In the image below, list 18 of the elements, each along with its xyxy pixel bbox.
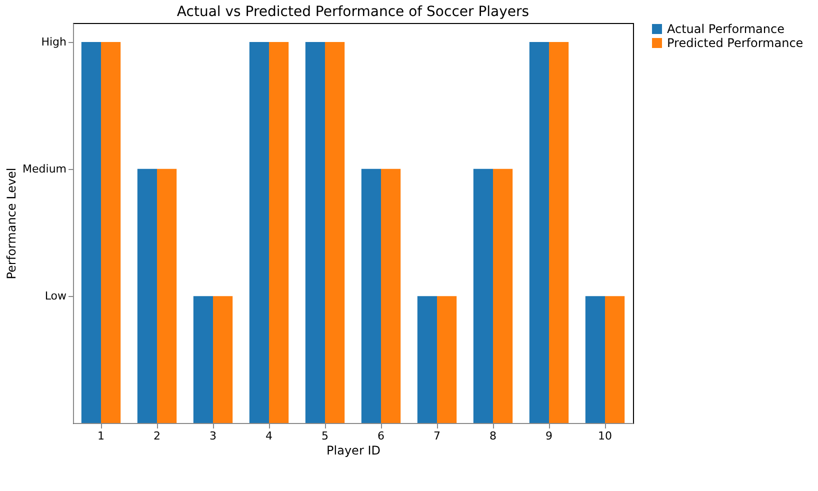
text: Low — [44, 290, 66, 303]
text: High — [41, 36, 67, 49]
x-tick-label: 10 — [598, 430, 612, 442]
x-tick-label: 6 — [378, 430, 384, 442]
x-tick-label: 2 — [154, 430, 160, 442]
x-tick-label: 3 — [210, 430, 216, 442]
text: Medium — [22, 162, 66, 176]
chart-title: Actual vs Predicted Performance of Soccer Players — [176, 4, 530, 20]
y-axis-title: Performance Level — [4, 168, 19, 280]
legend-label: Actual Performance — [667, 22, 784, 36]
x-tick-label: 4 — [266, 430, 272, 442]
x-tick-label: 1 — [98, 430, 104, 442]
x-tick-label: 5 — [322, 430, 328, 442]
legend-label: Predicted Performance — [667, 36, 804, 50]
x-tick-label: 9 — [546, 430, 552, 442]
x-axis-title: Player ID — [326, 444, 380, 458]
x-tick-label: 7 — [434, 430, 440, 442]
x-tick-label: 8 — [490, 430, 496, 442]
